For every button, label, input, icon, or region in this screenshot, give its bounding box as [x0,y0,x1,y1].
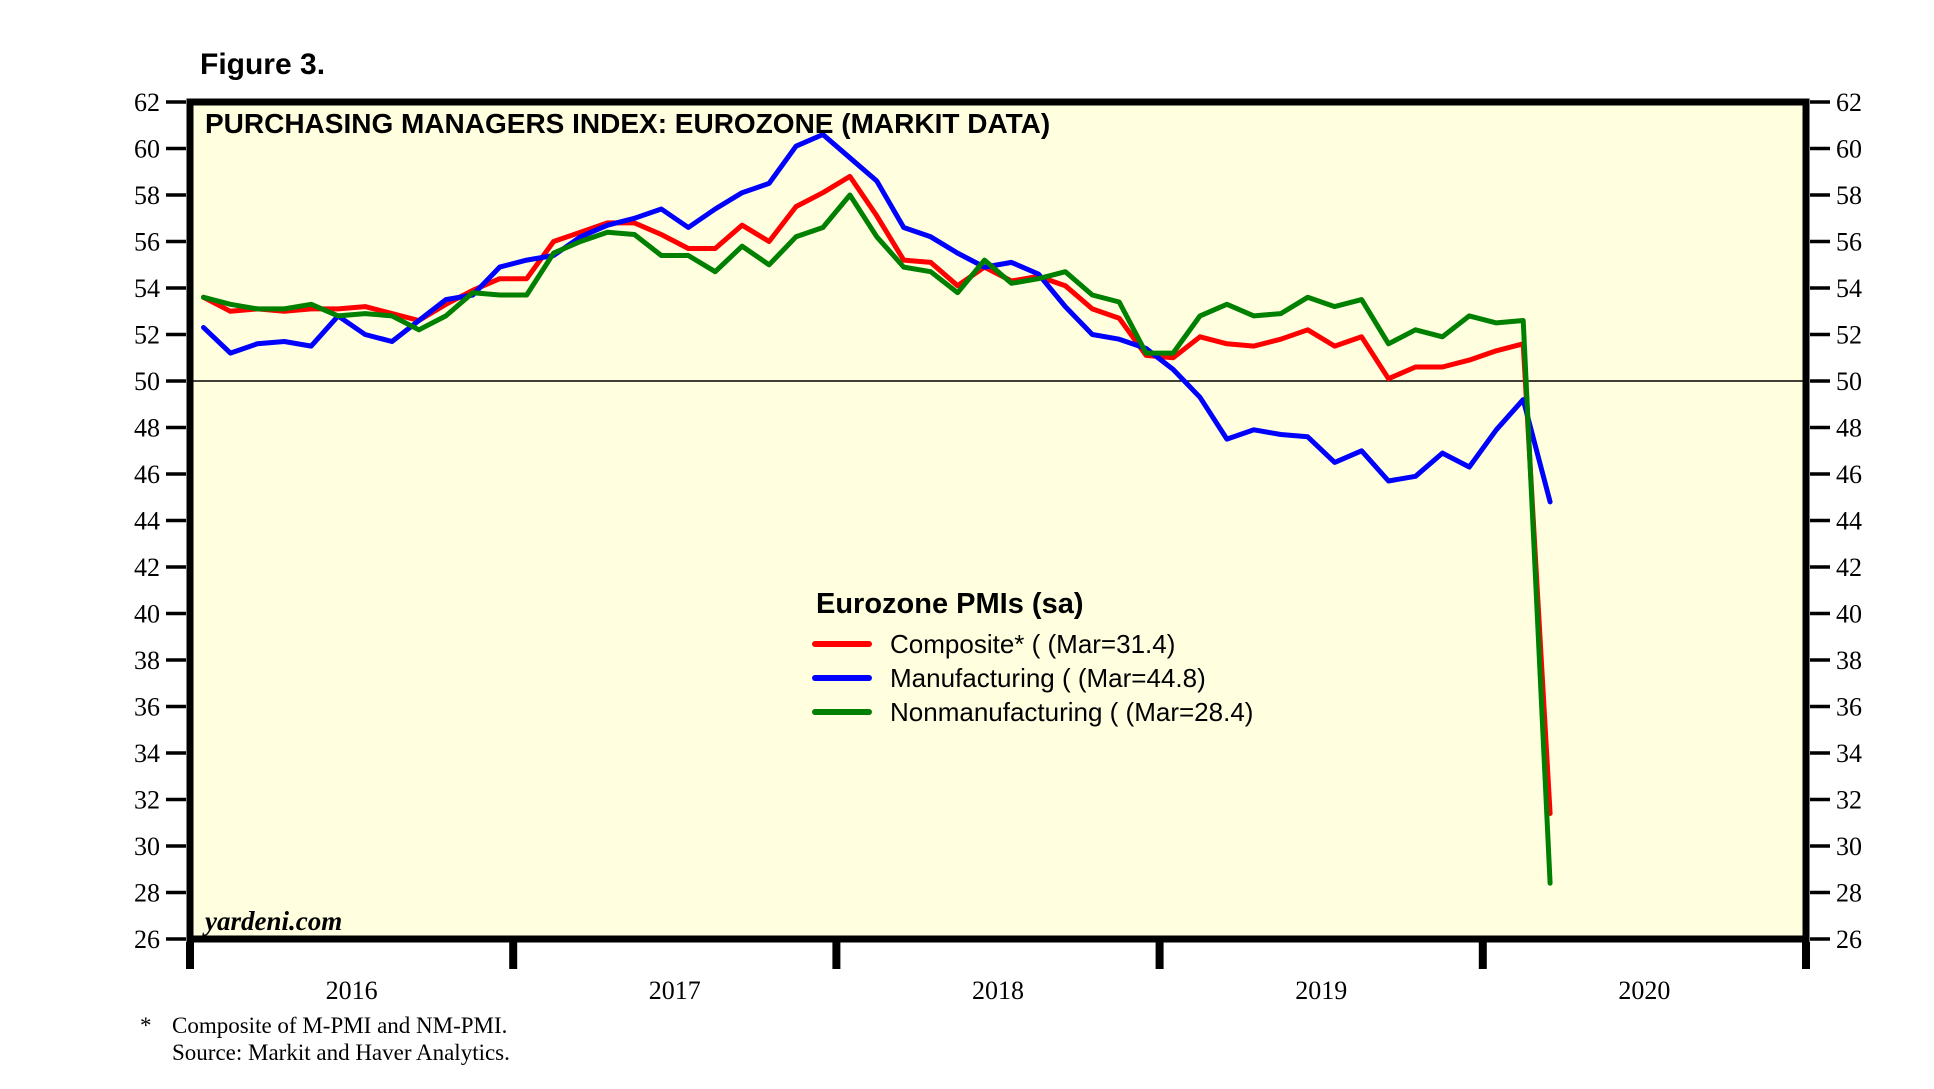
legend-item-manufacturing: Manufacturing ( (Mar=44.8) [812,661,1253,695]
svg-text:42: 42 [1836,553,1862,582]
svg-text:46: 46 [134,460,160,489]
svg-text:34: 34 [1836,739,1862,768]
svg-text:52: 52 [1836,321,1862,350]
svg-text:34: 34 [134,739,160,768]
svg-text:54: 54 [134,274,160,303]
svg-text:54: 54 [1836,274,1862,303]
svg-text:2016: 2016 [326,976,378,1005]
svg-text:2019: 2019 [1295,976,1347,1005]
svg-text:2018: 2018 [972,976,1024,1005]
svg-text:42: 42 [134,553,160,582]
svg-text:2020: 2020 [1618,976,1670,1005]
svg-text:60: 60 [134,135,160,164]
svg-text:56: 56 [1836,228,1862,257]
svg-text:62: 62 [134,88,160,117]
y-axis-right-ticks: 26 28 30 32 34 36 38 40 42 44 46 48 50 52 54 56 58 60 62 [1810,88,1862,954]
svg-text:46: 46 [1836,460,1862,489]
svg-text:44: 44 [1836,507,1862,536]
svg-text:40: 40 [1836,600,1862,629]
legend-heading: Eurozone PMIs (sa) [816,588,1084,620]
svg-text:2017: 2017 [649,976,701,1005]
legend-label-composite: Composite* ( (Mar=31.4) [890,628,1176,659]
footnote-line-1: Composite of M-PMI and NM-PMI. [172,1013,508,1038]
svg-text:28: 28 [1836,879,1862,908]
manufacturing-line-swatch [812,675,872,681]
svg-text:26: 26 [1836,925,1862,954]
footnote-asterisk: * [140,1013,152,1038]
svg-text:32: 32 [1836,786,1862,815]
pmi-line-manufacturing [201,132,1553,505]
figure-label: Figure 3. [200,48,326,81]
svg-text:36: 36 [1836,693,1862,722]
svg-text:36: 36 [134,693,160,722]
svg-text:38: 38 [134,646,160,675]
svg-text:50: 50 [134,367,160,396]
svg-text:52: 52 [134,321,160,350]
svg-text:30: 30 [134,832,160,861]
svg-text:26: 26 [134,925,160,954]
nonmanufacturing-line-swatch [812,709,872,715]
svg-text:58: 58 [1836,181,1862,210]
legend: Eurozone PMIs (sa) Composite* ( (Mar=31.… [812,588,1253,729]
svg-text:28: 28 [134,879,160,908]
svg-text:38: 38 [1836,646,1862,675]
footnote-line-2: Source: Markit and Haver Analytics. [172,1040,510,1065]
svg-text:62: 62 [1836,88,1862,117]
svg-text:60: 60 [1836,135,1862,164]
pmi-series-lines [201,132,1553,886]
svg-text:56: 56 [134,228,160,257]
svg-text:50: 50 [1836,367,1862,396]
legend-item-composite: Composite* ( (Mar=31.4) [812,627,1253,661]
footnote: * Composite of M-PMI and NM-PMI. Source:… [140,1012,510,1066]
legend-label-manufacturing: Manufacturing ( (Mar=44.8) [890,662,1206,693]
yardeni-watermark: yardeni.com [205,906,343,936]
chart-title: PURCHASING MANAGERS INDEX: EUROZONE (MAR… [205,108,1051,139]
composite-line-swatch [812,641,872,647]
plot-frame [186,98,1810,943]
footnote-text: Composite of M-PMI and NM-PMI. Source: M… [172,1012,510,1066]
svg-text:58: 58 [134,181,160,210]
svg-text:44: 44 [134,507,160,536]
svg-text:40: 40 [134,600,160,629]
legend-label-nonmanufacturing: Nonmanufacturing ( (Mar=28.4) [890,696,1254,727]
svg-text:30: 30 [1836,832,1862,861]
svg-text:48: 48 [134,414,160,443]
legend-item-nonmanufacturing: Nonmanufacturing ( (Mar=28.4) [812,695,1253,729]
plot-area-background [190,102,1806,939]
svg-text:32: 32 [134,786,160,815]
x-axis-year-ticks: 2016 2017 2018 2019 2020 [186,942,1810,1005]
y-axis-left-ticks: 26 28 30 32 34 36 38 40 42 44 46 48 50 52 54 56 58 60 62 [134,88,186,954]
svg-text:48: 48 [1836,414,1862,443]
pmi-line-nonmanufacturing [201,192,1553,886]
